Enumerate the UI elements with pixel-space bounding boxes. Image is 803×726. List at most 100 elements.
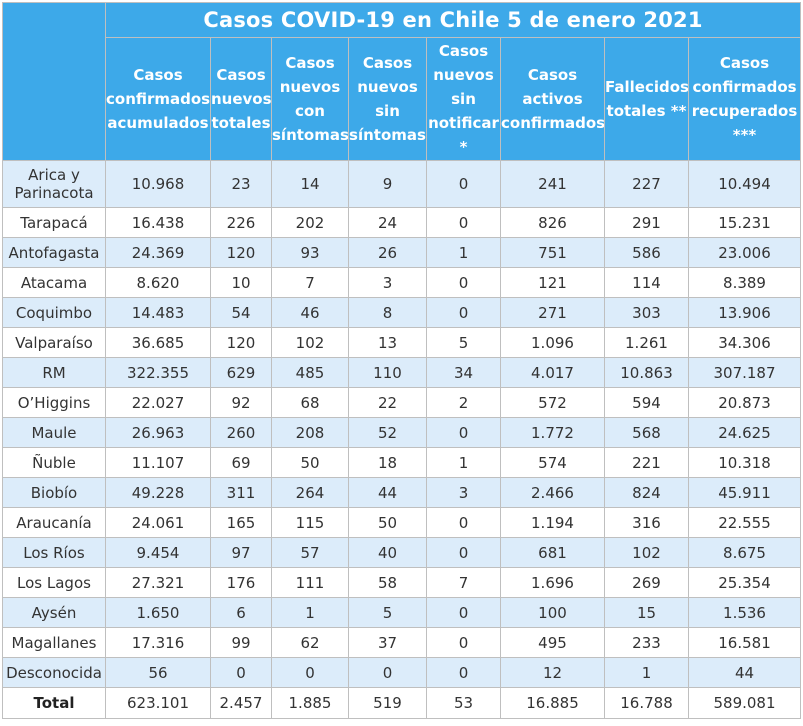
value-cell: 24.625 xyxy=(687,417,802,448)
value-cell: 12 xyxy=(500,657,605,688)
value-cell: 226 xyxy=(210,207,272,238)
region-cell: Antofagasta xyxy=(2,237,106,268)
value-cell: 1.194 xyxy=(500,507,605,538)
value-cell: 52 xyxy=(348,417,427,448)
value-cell: 7 xyxy=(271,267,349,298)
total-value-cell: 623.101 xyxy=(105,687,211,719)
value-cell: 50 xyxy=(348,507,427,538)
value-cell: 681 xyxy=(500,537,605,568)
value-cell: 221 xyxy=(604,447,689,478)
table-row: O’Higgins 22.027 92 68 22 2 572 594 20.873 xyxy=(2,387,802,418)
value-cell: 10.863 xyxy=(604,357,689,388)
value-cell: 1 xyxy=(271,597,349,628)
value-cell: 36.685 xyxy=(105,327,211,358)
region-cell: Arica y Parinacota xyxy=(2,160,106,208)
value-cell: 15 xyxy=(604,597,689,628)
value-cell: 303 xyxy=(604,297,689,328)
value-cell: 1 xyxy=(426,237,501,268)
table-body: Arica y Parinacota 10.968 23 14 9 0 241 227 10.4… xyxy=(2,160,802,719)
value-cell: 3 xyxy=(348,267,427,298)
value-cell: 1.096 xyxy=(500,327,605,358)
region-cell: O’Higgins xyxy=(2,387,106,418)
value-cell: 322.355 xyxy=(105,357,211,388)
value-cell: 3 xyxy=(426,477,501,508)
total-value-cell: 519 xyxy=(348,687,427,719)
value-cell: 54 xyxy=(210,297,272,328)
value-cell: 16.438 xyxy=(105,207,211,238)
value-cell: 2.466 xyxy=(500,477,605,508)
value-cell: 6 xyxy=(210,597,272,628)
value-cell: 45.911 xyxy=(687,477,802,508)
value-cell: 20.873 xyxy=(687,387,802,418)
value-cell: 26.963 xyxy=(105,417,211,448)
value-cell: 0 xyxy=(210,657,272,688)
column-header: Casos confirmados acumulados xyxy=(105,37,211,161)
value-cell: 0 xyxy=(426,267,501,298)
value-cell: 1.696 xyxy=(500,567,605,598)
table-row: Magallanes 17.316 99 62 37 0 495 233 16.581 xyxy=(2,627,802,658)
value-cell: 572 xyxy=(500,387,605,418)
value-cell: 4.017 xyxy=(500,357,605,388)
value-cell: 0 xyxy=(426,597,501,628)
value-cell: 25.354 xyxy=(687,567,802,598)
value-cell: 0 xyxy=(426,537,501,568)
value-cell: 17.316 xyxy=(105,627,211,658)
value-cell: 92 xyxy=(210,387,272,418)
value-cell: 121 xyxy=(500,267,605,298)
value-cell: 34.306 xyxy=(687,327,802,358)
value-cell: 233 xyxy=(604,627,689,658)
value-cell: 165 xyxy=(210,507,272,538)
value-cell: 49.228 xyxy=(105,477,211,508)
value-cell: 495 xyxy=(500,627,605,658)
value-cell: 307.187 xyxy=(687,357,802,388)
value-cell: 7 xyxy=(426,567,501,598)
value-cell: 9.454 xyxy=(105,537,211,568)
value-cell: 23 xyxy=(210,160,272,208)
value-cell: 24 xyxy=(348,207,427,238)
column-header: Casos nuevos sin síntomas xyxy=(348,37,427,161)
value-cell: 44 xyxy=(348,477,427,508)
table-row: Araucanía 24.061 165 115 50 0 1.194 316 22.555 xyxy=(2,507,802,538)
region-cell: Coquimbo xyxy=(2,297,106,328)
value-cell: 0 xyxy=(426,160,501,208)
value-cell: 120 xyxy=(210,327,272,358)
value-cell: 58 xyxy=(348,567,427,598)
value-cell: 0 xyxy=(426,507,501,538)
value-cell: 93 xyxy=(271,237,349,268)
table-row: Maule 26.963 260 208 52 0 1.772 568 24.625 xyxy=(2,417,802,448)
value-cell: 10.494 xyxy=(687,160,802,208)
column-header: Casos activos confirmados xyxy=(500,37,605,161)
value-cell: 114 xyxy=(604,267,689,298)
value-cell: 68 xyxy=(271,387,349,418)
value-cell: 241 xyxy=(500,160,605,208)
value-cell: 594 xyxy=(604,387,689,418)
value-cell: 18 xyxy=(348,447,427,478)
value-cell: 26 xyxy=(348,237,427,268)
value-cell: 826 xyxy=(500,207,605,238)
value-cell: 11.107 xyxy=(105,447,211,478)
value-cell: 485 xyxy=(271,357,349,388)
value-cell: 44 xyxy=(687,657,802,688)
value-cell: 0 xyxy=(271,657,349,688)
value-cell: 46 xyxy=(271,297,349,328)
value-cell: 24.061 xyxy=(105,507,211,538)
column-header: Fallecidos totales ** xyxy=(604,37,689,161)
table-row: RM 322.355 629 485 110 34 4.017 10.863 307.187 xyxy=(2,357,802,388)
column-header: Casos nuevos totales xyxy=(210,37,272,161)
table-row: Biobío 49.228 311 264 44 3 2.466 824 45.911 xyxy=(2,477,802,508)
value-cell: 8.620 xyxy=(105,267,211,298)
value-cell: 1.536 xyxy=(687,597,802,628)
value-cell: 260 xyxy=(210,417,272,448)
value-cell: 291 xyxy=(604,207,689,238)
value-cell: 9 xyxy=(348,160,427,208)
table-row: Los Ríos 9.454 97 57 40 0 681 102 8.675 xyxy=(2,537,802,568)
value-cell: 5 xyxy=(348,597,427,628)
region-cell: Atacama xyxy=(2,267,106,298)
value-cell: 5 xyxy=(426,327,501,358)
value-cell: 97 xyxy=(210,537,272,568)
value-cell: 102 xyxy=(604,537,689,568)
region-cell: Aysén xyxy=(2,597,106,628)
value-cell: 176 xyxy=(210,567,272,598)
value-cell: 574 xyxy=(500,447,605,478)
